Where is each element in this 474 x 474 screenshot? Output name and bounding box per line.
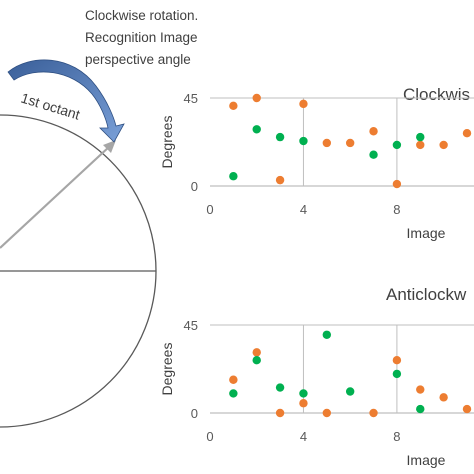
orange-data-point xyxy=(439,393,448,402)
y-tick-label: 0 xyxy=(191,179,198,194)
green-data-point xyxy=(416,404,425,414)
y-tick-label: 0 xyxy=(191,406,198,421)
green-data-point xyxy=(275,383,285,392)
green-data-point xyxy=(299,136,308,146)
orange-data-point xyxy=(369,408,378,418)
orange-data-point xyxy=(392,356,402,365)
annotation-line-3: perspective angle xyxy=(85,52,191,67)
green-data-point xyxy=(275,132,285,142)
orange-data-point xyxy=(322,138,332,148)
y-axis-label: Degrees xyxy=(159,116,175,169)
x-tick-label: 8 xyxy=(393,202,400,217)
x-axis-label: Image xyxy=(407,452,446,468)
orange-data-point xyxy=(229,101,238,111)
x-tick-label: 8 xyxy=(393,429,400,444)
orange-data-point xyxy=(416,140,425,150)
chart-title: Anticlockw xyxy=(386,285,467,304)
x-tick-label: 0 xyxy=(206,202,213,217)
green-data-point xyxy=(392,140,402,150)
orange-data-point xyxy=(462,404,472,414)
green-data-point xyxy=(392,369,402,379)
orange-data-point xyxy=(439,140,448,150)
y-axis-label: Degrees xyxy=(159,343,175,396)
orange-data-point xyxy=(322,408,332,418)
orange-data-point xyxy=(299,399,308,408)
orange-data-point xyxy=(416,385,425,394)
green-data-point xyxy=(299,389,308,398)
orange-data-point xyxy=(275,175,285,185)
y-tick-label: 45 xyxy=(184,91,198,106)
green-data-point xyxy=(345,387,355,396)
diagonal-arrow-head xyxy=(103,140,116,153)
x-tick-label: 4 xyxy=(300,429,307,444)
chart-title: Clockwis xyxy=(403,85,470,104)
green-data-point xyxy=(252,356,261,365)
diagonal-arrow-shaft xyxy=(0,145,111,249)
green-data-point xyxy=(369,150,378,159)
orange-data-point xyxy=(345,138,355,148)
green-data-point xyxy=(229,172,238,181)
orange-data-point xyxy=(299,99,308,109)
green-data-point xyxy=(322,330,332,339)
orange-data-point xyxy=(392,179,402,189)
x-tick-label: 4 xyxy=(300,202,307,217)
green-data-point xyxy=(416,132,425,142)
x-tick-label: 0 xyxy=(206,429,213,444)
orange-data-point xyxy=(369,127,378,136)
annotation-line-2: Recognition Image xyxy=(85,30,198,45)
orange-data-point xyxy=(252,93,261,103)
orange-data-point xyxy=(275,408,285,418)
y-tick-label: 45 xyxy=(184,318,198,333)
orange-data-point xyxy=(229,375,238,384)
x-axis-label: Image xyxy=(407,225,446,241)
orange-data-point xyxy=(252,348,261,357)
curved-rotation-arrow xyxy=(7,59,125,143)
orange-data-point xyxy=(462,129,472,138)
green-data-point xyxy=(252,125,261,134)
annotation-line-1: Clockwise rotation. xyxy=(85,8,199,23)
green-data-point xyxy=(229,389,238,398)
